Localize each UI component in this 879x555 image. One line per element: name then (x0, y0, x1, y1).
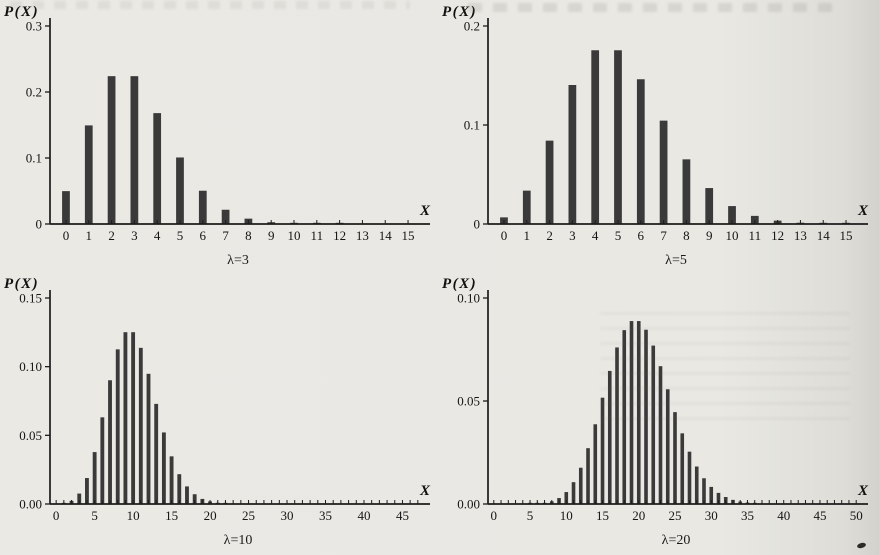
svg-text:30: 30 (705, 508, 718, 523)
svg-text:10: 10 (560, 508, 573, 523)
svg-text:6: 6 (638, 228, 645, 243)
svg-text:10: 10 (726, 228, 739, 243)
svg-text:0: 0 (63, 228, 70, 243)
svg-text:8: 8 (245, 228, 252, 243)
svg-text:4: 4 (592, 228, 599, 243)
svg-text:0: 0 (36, 217, 43, 232)
svg-text:5: 5 (177, 228, 184, 243)
svg-text:10: 10 (127, 508, 140, 523)
figure-poisson-lambda-3: 0 0.1 0.2 0.3 0 1 2 3 4 5 6 7 8 9 10 11 12 13 14 15 P(X) X λ=… (2, 2, 440, 274)
svg-text:4: 4 (154, 228, 161, 243)
svg-text:5: 5 (91, 508, 98, 523)
svg-text:15: 15 (596, 508, 609, 523)
chart-caption-lambda-10: λ=10 (223, 533, 253, 548)
svg-text:0: 0 (491, 508, 498, 523)
svg-text:5: 5 (615, 228, 622, 243)
svg-text:0.05: 0.05 (457, 394, 480, 409)
chart-caption-lambda-3: λ=3 (227, 253, 249, 268)
svg-text:P(X): P(X) (4, 276, 39, 292)
svg-text:3: 3 (131, 228, 138, 243)
svg-text:1: 1 (524, 228, 531, 243)
chart-caption-lambda-5: λ=5 (665, 253, 687, 268)
svg-text:0.00: 0.00 (19, 497, 42, 512)
svg-text:11: 11 (749, 228, 762, 243)
svg-text:3: 3 (569, 228, 576, 243)
svg-text:9: 9 (268, 228, 275, 243)
svg-text:20: 20 (204, 508, 217, 523)
svg-text:0.10: 0.10 (457, 291, 480, 306)
svg-text:25: 25 (669, 508, 682, 523)
svg-text:14: 14 (379, 228, 393, 243)
svg-text:0.00: 0.00 (457, 497, 480, 512)
svg-text:25: 25 (242, 508, 255, 523)
svg-text:14: 14 (817, 228, 831, 243)
svg-text:7: 7 (660, 228, 667, 243)
svg-text:12: 12 (333, 228, 346, 243)
svg-text:P(X): P(X) (442, 276, 477, 292)
svg-text:P(X): P(X) (4, 4, 39, 20)
svg-text:0: 0 (474, 217, 481, 232)
svg-text:2: 2 (546, 228, 553, 243)
svg-text:15: 15 (402, 228, 415, 243)
poisson-chart-lambda-3: 00.10.20.30 1 2 3 4 5 6 7 8 9 10 11 12 13 14 15P(X)X (4, 4, 431, 243)
svg-text:40: 40 (777, 508, 790, 523)
figure-poisson-lambda-20: 0.00 0.05 0.10 0 5 10 15 20 25 30 35 40 45 50 P(X) X λ=… (440, 274, 878, 554)
svg-text:15: 15 (840, 228, 853, 243)
svg-text:X: X (419, 483, 431, 499)
poisson-chart-lambda-5: 00.10.20 1 2 3 4 5 6 7 8 9 10 11 12 13 14 15P(X)X (442, 4, 869, 243)
svg-text:13: 13 (356, 228, 369, 243)
poisson-chart-lambda-20: 0.00 0.05 0.10 0 5 10 15 20 25 30 35 40 45 50 P(X) X (442, 276, 869, 523)
svg-text:0: 0 (501, 228, 508, 243)
svg-text:0.2: 0.2 (464, 19, 480, 34)
svg-text:P(X): P(X) (442, 4, 477, 20)
svg-text:5: 5 (527, 508, 534, 523)
svg-text:8: 8 (683, 228, 690, 243)
svg-text:X: X (419, 203, 431, 219)
svg-text:20: 20 (632, 508, 645, 523)
svg-text:35: 35 (319, 508, 332, 523)
svg-text:0.1: 0.1 (464, 118, 480, 133)
figure-poisson-lambda-5: 0 0.1 0.2 0 1 2 3 4 5 6 7 8 9 10 11 12 13 14 15 P(X) X λ=5 (440, 2, 878, 274)
svg-text:X: X (857, 483, 869, 499)
svg-text:0.15: 0.15 (19, 291, 42, 306)
svg-text:0: 0 (53, 508, 60, 523)
poisson-chart-lambda-10: 0.00 0.05 0.10 0.15 0 5 10 15 20 25 30 35 40 45 P(X) X (4, 276, 431, 523)
figure-poisson-lambda-10: 0.00 0.05 0.10 0.15 0 5 10 15 20 25 30 35 40 45 P(X) X … (2, 274, 440, 554)
svg-text:15: 15 (165, 508, 178, 523)
svg-text:1: 1 (86, 228, 93, 243)
svg-text:11: 11 (311, 228, 324, 243)
svg-text:12: 12 (771, 228, 784, 243)
svg-text:50: 50 (850, 508, 863, 523)
svg-text:45: 45 (396, 508, 409, 523)
svg-text:0.1: 0.1 (26, 151, 42, 166)
svg-text:30: 30 (281, 508, 294, 523)
svg-text:10: 10 (288, 228, 301, 243)
svg-text:45: 45 (813, 508, 826, 523)
svg-text:0.05: 0.05 (19, 428, 42, 443)
svg-text:0.10: 0.10 (19, 359, 42, 374)
svg-text:0.3: 0.3 (26, 19, 42, 34)
svg-text:40: 40 (357, 508, 370, 523)
svg-text:6: 6 (200, 228, 207, 243)
chart-caption-lambda-20: λ=20 (661, 533, 691, 548)
svg-text:13: 13 (794, 228, 807, 243)
svg-text:0.2: 0.2 (26, 85, 42, 100)
svg-text:X: X (857, 203, 869, 219)
svg-text:7: 7 (222, 228, 229, 243)
svg-text:9: 9 (706, 228, 713, 243)
svg-text:2: 2 (108, 228, 115, 243)
svg-text:35: 35 (741, 508, 754, 523)
